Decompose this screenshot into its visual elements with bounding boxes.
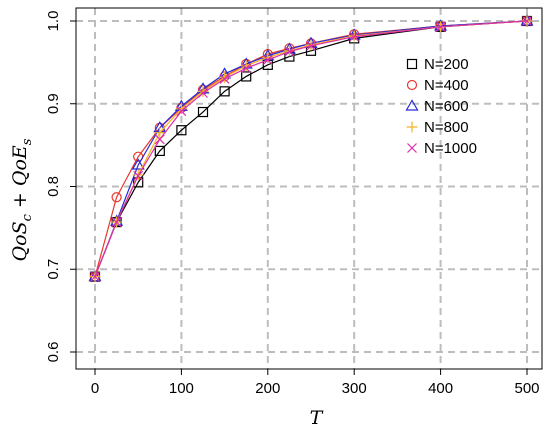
data-point — [522, 16, 532, 26]
axis-ticks: 0 100 200 300 400 500 0.6 0.7 0.8 0.9 1.0 — [45, 11, 540, 397]
y-tick-label: 0.7 — [45, 259, 62, 280]
data-point — [154, 134, 165, 145]
data-point — [284, 46, 295, 57]
series-line — [94, 20, 528, 277]
series-n-1000 — [90, 16, 532, 282]
series-line — [94, 20, 528, 277]
y-tick-label: 0.9 — [45, 93, 62, 114]
x-axis-title: T — [310, 407, 324, 429]
legend-marker — [405, 99, 419, 111]
plot-frame — [75, 7, 543, 370]
data-point — [154, 127, 166, 139]
data-point — [133, 170, 144, 181]
x-tick-label: 400 — [428, 380, 453, 397]
legend-marker — [406, 79, 418, 91]
y-tick-label: 1.0 — [45, 11, 62, 32]
legend-label: N=400 — [424, 77, 469, 94]
data-point — [198, 88, 208, 98]
data-point — [262, 54, 273, 65]
data-point — [435, 21, 446, 32]
series-layer — [88, 14, 534, 283]
series-line — [94, 20, 528, 277]
data-point — [240, 60, 252, 72]
series-line — [94, 20, 528, 277]
legend-label: N=200 — [424, 56, 469, 73]
data-point — [111, 192, 122, 203]
data-point — [90, 271, 100, 282]
data-point — [154, 145, 165, 157]
series-line — [94, 20, 528, 277]
legend: N=200 N=400 N=600 N=800 N=1000 — [405, 56, 477, 157]
data-point — [241, 71, 252, 82]
data-point — [219, 74, 230, 84]
data-point — [176, 106, 187, 117]
data-point — [306, 40, 316, 51]
data-point — [241, 63, 252, 74]
y-tick-label: 0.6 — [45, 342, 62, 363]
data-point — [262, 51, 274, 63]
data-point — [197, 106, 209, 118]
data-point — [176, 125, 187, 136]
data-point — [219, 86, 230, 97]
x-tick-label: 300 — [342, 380, 367, 397]
legend-marker — [407, 143, 417, 153]
legend-label: N=600 — [424, 98, 469, 115]
data-point — [349, 31, 360, 42]
legend-marker — [406, 121, 418, 133]
x-tick-label: 200 — [255, 380, 280, 397]
x-tick-label: 500 — [514, 380, 539, 397]
legend-marker — [406, 58, 418, 70]
x-tick-label: 0 — [91, 380, 99, 397]
data-point — [131, 158, 145, 170]
grid-lines — [76, 8, 542, 369]
legend-label: N=800 — [424, 119, 469, 136]
y-axis-title: QoSc + QoEs — [9, 138, 35, 261]
data-point — [111, 217, 122, 228]
data-point — [197, 85, 209, 97]
legend-label: N=1000 — [424, 140, 477, 157]
y-tick-label: 0.8 — [45, 176, 62, 197]
x-tick-label: 100 — [169, 380, 194, 397]
